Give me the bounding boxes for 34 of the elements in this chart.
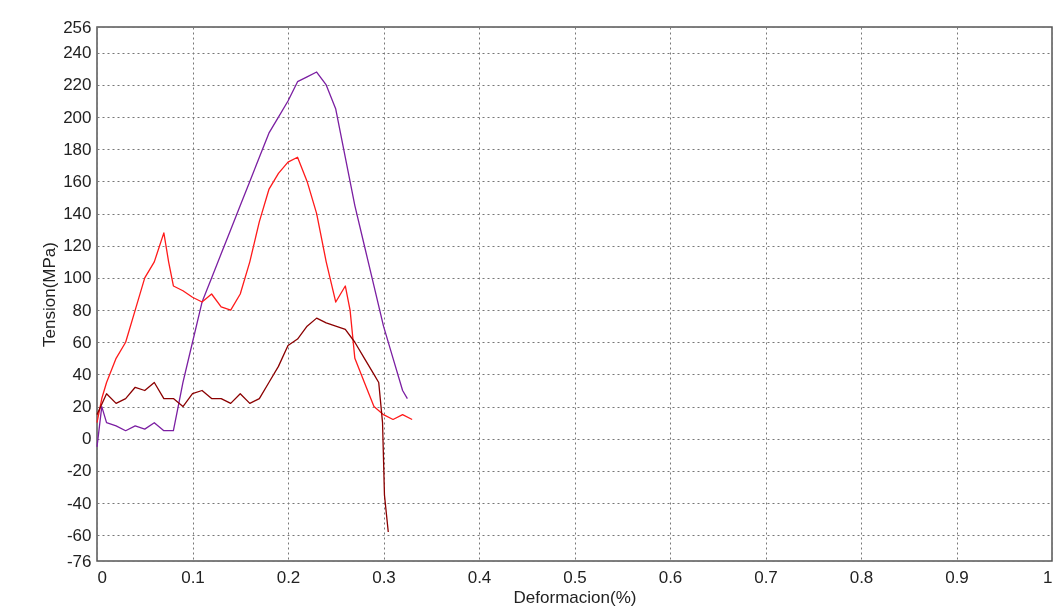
x-tick-label: 0.6 xyxy=(658,567,683,587)
y-tick-label: 80 xyxy=(72,300,92,320)
y-tick-label: 0 xyxy=(82,429,92,449)
x-tick-label: 0.4 xyxy=(467,567,492,587)
x-tick-label: 0 xyxy=(97,567,107,587)
y-tick-label: 240 xyxy=(63,43,92,63)
y-axis-title: Tension(MPa) xyxy=(40,242,60,347)
y-tick-label: 180 xyxy=(63,139,92,159)
y-tick-label: -20 xyxy=(66,461,92,481)
y-tick-label: -40 xyxy=(66,493,92,513)
y-tick-label: 140 xyxy=(63,204,92,224)
y-tick-label: 20 xyxy=(72,397,92,417)
x-tick-label: 0.8 xyxy=(849,567,874,587)
x-tick-label: 0.1 xyxy=(181,567,205,587)
y-tick-label: 60 xyxy=(72,332,92,352)
y-tick-label: 256 xyxy=(63,17,92,37)
y-tick-label: -60 xyxy=(66,525,92,545)
line-series xyxy=(96,71,409,448)
y-tick-label: 100 xyxy=(63,268,92,288)
y-tick-label: 40 xyxy=(72,364,92,384)
x-axis-title: Deformacion(%) xyxy=(513,587,637,607)
y-tick-label: 160 xyxy=(63,171,92,191)
x-tick-label: 0.7 xyxy=(754,567,778,587)
x-tick-label: 1 xyxy=(1043,567,1053,587)
line-series xyxy=(96,317,389,533)
y-tick-label: 220 xyxy=(63,75,92,95)
x-tick-label: 0.9 xyxy=(945,567,969,587)
y-tick-label: 120 xyxy=(63,236,92,256)
x-tick-label: 0.3 xyxy=(372,567,396,587)
y-tick-label: 200 xyxy=(63,107,92,127)
y-tick-label: -76 xyxy=(66,551,92,571)
x-tick-label: 0.2 xyxy=(276,567,301,587)
line-series xyxy=(96,156,413,424)
x-tick-label: 0.5 xyxy=(563,567,587,587)
